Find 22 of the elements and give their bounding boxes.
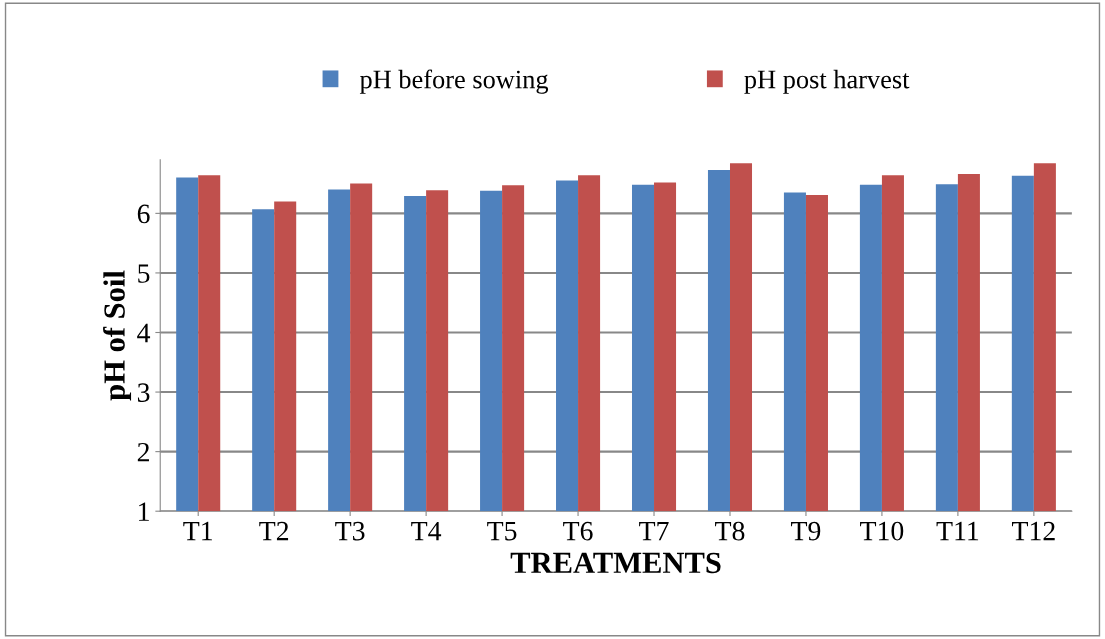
x-tick-label: T2 — [259, 521, 289, 541]
y-tick-label: 4 — [137, 323, 151, 343]
x-tick-label: T1 — [183, 521, 212, 541]
x-tick-label: T11 — [936, 521, 979, 541]
x-tick-label: T4 — [411, 521, 442, 541]
y-axis-title: pH of Soil — [103, 270, 132, 401]
x-tick-label: T7 — [639, 522, 669, 541]
y-tick-label: 1 — [139, 502, 149, 521]
x-tick-label: T3 — [335, 521, 365, 541]
y-tick-label: 3 — [137, 383, 150, 402]
y-tick-label: 2 — [137, 442, 149, 462]
y-tick-label: 5 — [138, 264, 150, 283]
legend-label: pH post harvest — [744, 69, 910, 94]
x-tick-label: T12 — [1012, 521, 1055, 541]
x-axis-title: TREATMENTS — [510, 552, 721, 574]
x-tick-label: T9 — [791, 521, 821, 541]
x-tick-label: T10 — [860, 521, 904, 541]
x-tick-label: T8 — [715, 521, 745, 541]
y-tick-label: 6 — [137, 204, 150, 224]
x-tick-label: T5 — [487, 522, 517, 541]
x-tick-label: T6 — [563, 521, 593, 541]
legend-label: pH before sowing — [359, 69, 549, 94]
